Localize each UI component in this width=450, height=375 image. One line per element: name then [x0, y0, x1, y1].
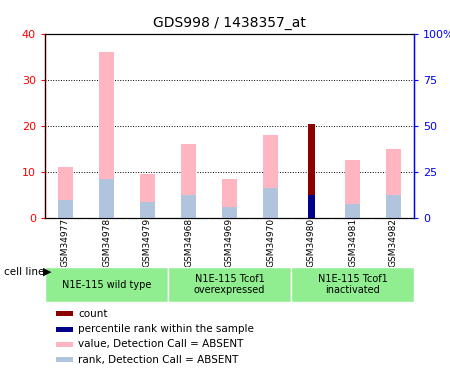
Bar [58, 167, 73, 218]
Text: GSM34969: GSM34969 [225, 218, 234, 267]
Text: GSM34979: GSM34979 [143, 218, 152, 267]
Bar [345, 160, 360, 218]
Text: rank, Detection Call = ABSENT: rank, Detection Call = ABSENT [78, 355, 238, 364]
Text: value, Detection Call = ABSENT: value, Detection Call = ABSENT [78, 339, 243, 350]
Bar [56, 327, 73, 332]
Bar [99, 52, 114, 218]
Text: GSM34977: GSM34977 [61, 218, 70, 267]
Text: ▶: ▶ [43, 267, 51, 277]
Text: GSM34968: GSM34968 [184, 218, 193, 267]
Bar [291, 267, 414, 302]
Text: percentile rank within the sample: percentile rank within the sample [78, 324, 254, 334]
Text: GSM34978: GSM34978 [102, 218, 111, 267]
Bar [56, 311, 73, 316]
Text: GSM34980: GSM34980 [307, 218, 316, 267]
Bar [308, 195, 315, 218]
Bar [308, 124, 315, 218]
Bar [99, 179, 114, 218]
Bar [263, 188, 278, 218]
Title: GDS998 / 1438357_at: GDS998 / 1438357_at [153, 16, 306, 30]
Text: GSM34982: GSM34982 [389, 218, 398, 267]
Bar [140, 202, 155, 218]
Text: N1E-115 wild type: N1E-115 wild type [62, 279, 151, 290]
Bar [45, 267, 168, 302]
Bar [181, 144, 196, 218]
Bar [58, 200, 73, 218]
Bar [181, 195, 196, 218]
Bar [168, 267, 291, 302]
Text: GSM34981: GSM34981 [348, 218, 357, 267]
Bar [222, 179, 237, 218]
Bar [56, 342, 73, 347]
Bar [386, 195, 401, 218]
Bar [386, 149, 401, 218]
Bar [56, 357, 73, 362]
Text: GSM34970: GSM34970 [266, 218, 275, 267]
Bar [263, 135, 278, 218]
Bar [140, 174, 155, 218]
Text: N1E-115 Tcof1
overexpressed: N1E-115 Tcof1 overexpressed [194, 274, 265, 296]
Text: count: count [78, 309, 108, 318]
Bar [222, 207, 237, 218]
Text: N1E-115 Tcof1
inactivated: N1E-115 Tcof1 inactivated [318, 274, 387, 296]
Bar [345, 204, 360, 218]
Text: cell line: cell line [4, 267, 45, 277]
